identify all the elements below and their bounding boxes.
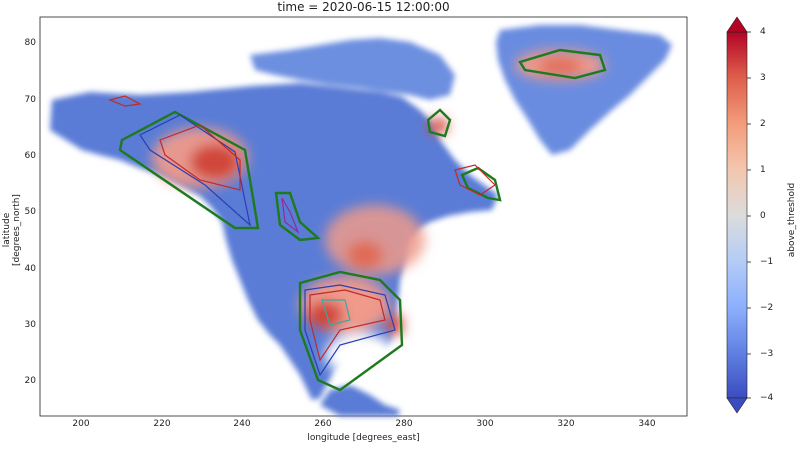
colorbar-bottom-arrow — [726, 397, 748, 414]
contour-red-texas — [309, 289, 386, 362]
contour-green-rockies — [274, 191, 321, 242]
x-tick-280: 280 — [395, 419, 413, 429]
contour-blue-texas — [304, 284, 396, 377]
contour-cyan-texas — [321, 299, 351, 326]
colorbar-tick-minus4: −4 — [760, 393, 774, 403]
contour-red-alaska-west — [108, 95, 142, 107]
arctic-islands-land — [250, 38, 455, 100]
colorbar-tick-minus2: −2 — [760, 303, 774, 313]
x-tick-200: 200 — [72, 419, 90, 429]
colorbar-tick-2: 2 — [760, 119, 766, 129]
y-tick-60: 60 — [24, 151, 36, 161]
x-tick-240: 240 — [233, 419, 251, 429]
contour-red-alaska — [159, 124, 241, 191]
contour-green-alaska — [118, 110, 260, 230]
hot-anomaly-baffin — [428, 118, 448, 134]
map-title: time = 2020-06-15 12:00:00 — [277, 0, 450, 14]
hot-anomaly-yukon — [190, 144, 240, 180]
colorbar-tick-1: 1 — [760, 165, 766, 175]
colorbar-top-arrow — [726, 16, 748, 33]
colorbar-ticks — [747, 31, 751, 399]
contour-green-greenland — [518, 48, 607, 80]
x-tick-260: 260 — [314, 419, 332, 429]
colorbar — [726, 31, 748, 399]
central-america-land — [320, 385, 400, 416]
x-tick-220: 220 — [153, 419, 171, 429]
colorbar-tick-minus1: −1 — [760, 257, 774, 267]
colorbar-tick-0: 0 — [760, 211, 766, 221]
y-tick-40: 40 — [24, 264, 36, 274]
contour-green-baffin — [426, 108, 452, 138]
anomaly-field — [152, 50, 605, 377]
hot-anomaly-texas — [307, 301, 343, 329]
colorbar-tick-minus3: −3 — [760, 349, 774, 359]
colorbar-tick-4: 4 — [760, 27, 766, 37]
hot-anomaly-plains — [347, 241, 383, 269]
x-axis-label: longitude [degrees_east] — [307, 433, 420, 443]
y-tick-80: 80 — [24, 38, 36, 48]
contour-blue-alaska — [139, 114, 251, 227]
x-tick-300: 300 — [476, 419, 494, 429]
colorbar-tick-3: 3 — [760, 73, 766, 83]
contour-red-labrador — [454, 164, 496, 196]
y-tick-50: 50 — [24, 207, 36, 217]
contour-purple-rockies — [281, 197, 300, 234]
thin-contours — [108, 95, 496, 377]
y-tick-70: 70 — [24, 95, 36, 105]
x-tick-320: 320 — [557, 419, 575, 429]
y-tick-20: 20 — [24, 376, 36, 386]
x-tick-340: 340 — [638, 419, 656, 429]
y-tick-30: 30 — [24, 320, 36, 330]
contour-green-texas — [298, 270, 404, 392]
colorbar-label: above_threshold — [787, 182, 797, 258]
hot-anomaly-greenland — [538, 58, 582, 74]
